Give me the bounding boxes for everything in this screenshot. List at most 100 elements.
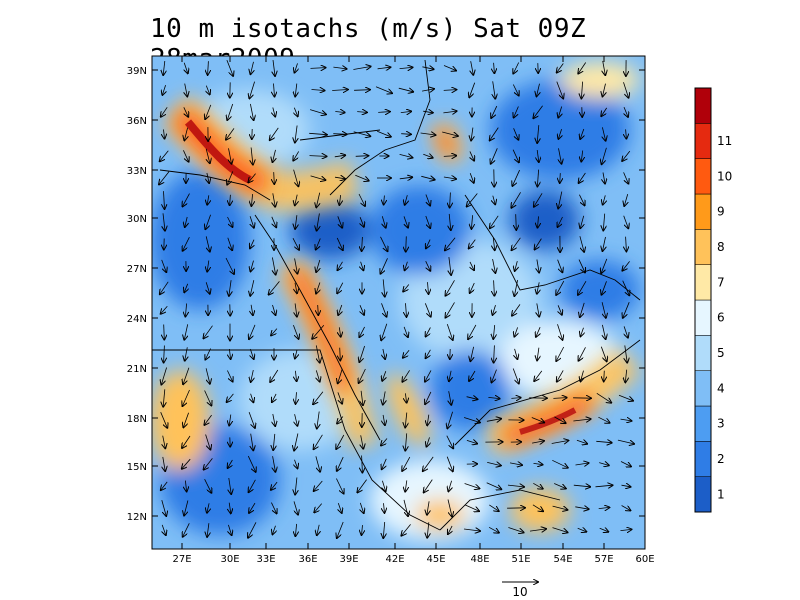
wind-vector	[160, 150, 169, 162]
wind-vector	[602, 324, 605, 339]
wind-vector	[446, 280, 455, 295]
wind-vector	[361, 261, 364, 271]
wind-vector	[183, 367, 190, 384]
wind-vector	[316, 238, 321, 250]
wind-vector	[334, 155, 345, 157]
wind-vector	[600, 346, 606, 362]
wind-vector	[273, 107, 275, 117]
wind-vector	[229, 477, 231, 494]
wind-vector	[490, 127, 499, 141]
wind-vector	[596, 392, 611, 402]
wind-vector	[580, 302, 585, 317]
wind-vector	[602, 127, 605, 140]
wind-vector	[602, 147, 607, 164]
wind-vector	[577, 528, 587, 531]
wind-vector	[471, 61, 474, 75]
wind-vector	[603, 213, 604, 231]
wind-vector	[512, 237, 521, 250]
wind-vector	[514, 106, 519, 118]
wind-vector	[162, 524, 166, 535]
wind-vector	[552, 527, 568, 533]
wind-vector	[427, 414, 429, 426]
wind-vector	[227, 237, 232, 250]
wind-vector	[470, 282, 475, 293]
wind-vector	[295, 63, 298, 72]
wind-vector	[163, 389, 165, 406]
wind-vector	[537, 169, 538, 187]
wind-vector	[493, 81, 496, 98]
wind-vector	[381, 258, 388, 273]
wind-vector	[599, 463, 609, 466]
wind-vector	[183, 150, 188, 161]
wind-vector	[314, 480, 323, 491]
wind-vector	[551, 441, 569, 444]
wind-vector	[251, 61, 254, 74]
wind-vector	[488, 397, 499, 398]
wind-vector	[269, 281, 280, 294]
wind-vector	[205, 214, 211, 229]
wind-vector	[250, 239, 254, 249]
wind-vector	[469, 370, 476, 381]
wind-vector	[425, 391, 432, 404]
wind-vector	[206, 148, 210, 163]
wind-vector	[229, 280, 231, 296]
wind-vector	[471, 127, 473, 141]
wind-vector	[511, 192, 521, 207]
wind-vector	[383, 414, 385, 425]
wind-vector	[312, 324, 325, 339]
wind-vector	[226, 59, 233, 76]
wind-vector	[532, 504, 543, 511]
wind-vector	[311, 90, 325, 91]
wind-vector	[603, 83, 606, 97]
wind-vector	[272, 257, 275, 274]
wind-vector	[405, 261, 408, 271]
wind-vector	[427, 501, 429, 514]
wind-vector	[227, 393, 234, 402]
colorbar-segment	[694, 405, 712, 442]
colorbar-label: 6	[717, 311, 725, 325]
wind-vector	[182, 435, 191, 448]
reference-vector-label: 10	[512, 585, 527, 599]
lon-label: 36E	[298, 554, 317, 565]
wind-vector	[247, 455, 255, 472]
wind-vector	[383, 279, 385, 296]
wind-vector	[514, 279, 517, 296]
wind-vector	[512, 304, 521, 315]
wind-vector	[314, 503, 323, 513]
wind-vector	[205, 348, 211, 360]
wind-vector	[493, 259, 496, 273]
wind-vector	[424, 303, 430, 316]
wind-vector	[271, 216, 276, 227]
wind-vector	[423, 456, 434, 471]
wind-vector	[487, 462, 501, 465]
wind-vector	[207, 172, 209, 183]
wind-vector	[623, 215, 629, 229]
lat-label: 18N	[127, 414, 147, 425]
wind-vector	[620, 461, 631, 467]
wind-vector	[406, 236, 407, 251]
lon-label: 39E	[339, 554, 358, 565]
wind-vector	[354, 90, 370, 91]
wind-vector	[512, 169, 520, 186]
wind-vector	[383, 348, 385, 359]
wind-vector	[558, 216, 563, 227]
wind-vector	[227, 103, 234, 120]
wind-vector	[359, 326, 365, 337]
lon-label: 27E	[172, 554, 191, 565]
wind-vector	[464, 504, 479, 511]
lon-label: 51E	[511, 554, 530, 565]
wind-vector	[251, 393, 254, 403]
wind-vector	[554, 416, 565, 423]
wind-vector	[333, 67, 346, 69]
colorbar-label: 4	[717, 381, 725, 395]
wind-vector	[205, 368, 210, 383]
wind-vector	[556, 280, 565, 295]
wind-vector	[580, 128, 584, 139]
colorbar-segment	[694, 87, 712, 124]
wind-vector	[427, 437, 430, 446]
wind-vector	[272, 393, 276, 402]
wind-vector	[603, 60, 606, 75]
wind-vector	[534, 193, 543, 206]
wind-vector	[470, 346, 473, 361]
wind-vector	[295, 215, 297, 229]
